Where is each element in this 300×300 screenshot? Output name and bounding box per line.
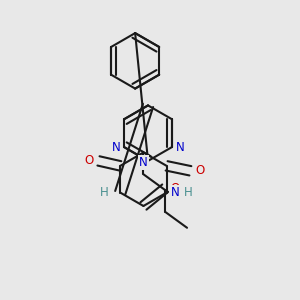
Text: N: N [171,186,180,199]
Text: N: N [176,140,184,154]
Text: N: N [139,156,148,169]
Text: H: H [184,186,193,199]
Text: H: H [100,186,109,199]
Text: O: O [196,164,205,177]
Text: O: O [170,182,180,195]
Text: N: N [112,140,120,154]
Text: O: O [84,154,93,167]
